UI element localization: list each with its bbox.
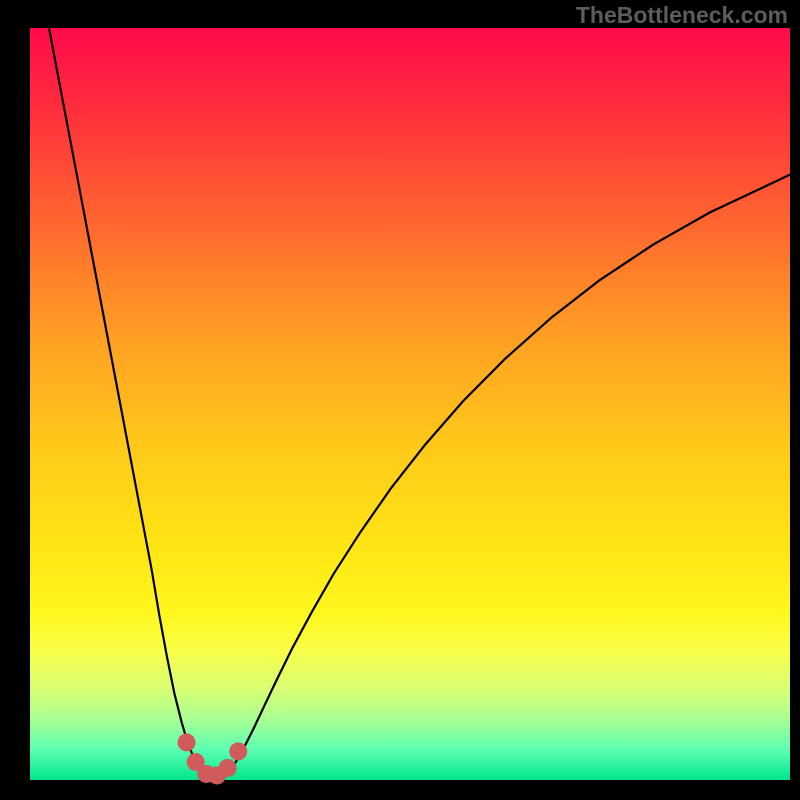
optimal-marker [229, 742, 247, 760]
optimal-marker [219, 759, 237, 777]
optimal-range-markers [30, 28, 790, 780]
chart-plot-area [30, 28, 790, 780]
optimal-marker [178, 733, 196, 751]
watermark-text: TheBottleneck.com [576, 2, 788, 29]
